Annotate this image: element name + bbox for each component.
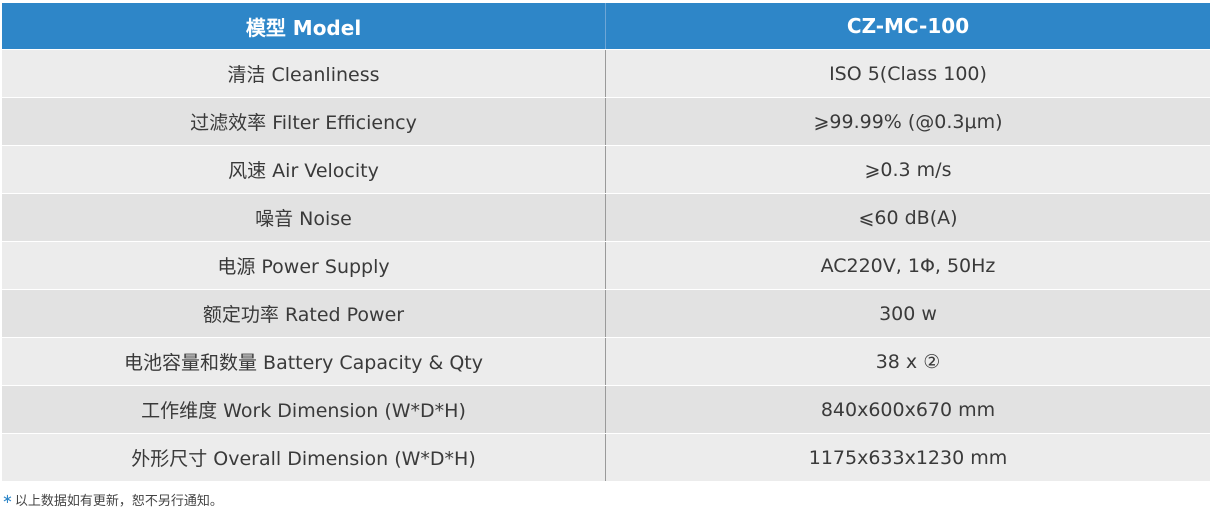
table-row: 电池容量和数量 Battery Capacity & Qty 38 x ②: [2, 337, 1210, 385]
table-row: 过滤效率 Filter Efficiency ⩾99.99% (@0.3μm): [2, 97, 1210, 145]
row-value: 1175x633x1230 mm: [808, 446, 1008, 469]
table-row: 风速 Air Velocity ⩾0.3 m/s: [2, 145, 1210, 193]
row-label: 工作维度 Work Dimension (W*D*H): [2, 386, 606, 433]
row-value: 840x600x670 mm: [820, 398, 996, 421]
row-label: 噪音 Noise: [2, 194, 606, 241]
footnote: ∗ 以上数据如有更新，恕不另行通知。: [2, 490, 223, 509]
table-header-row: 模型 Model CZ-MC-100: [2, 3, 1210, 49]
row-label: 电源 Power Supply: [2, 242, 606, 289]
table-row: 噪音 Noise ⩽60 dB(A): [2, 193, 1210, 241]
row-value: AC220V, 1Φ, 50Hz: [820, 254, 996, 277]
asterisk-icon: ∗: [2, 492, 13, 507]
row-label: 风速 Air Velocity: [2, 146, 606, 193]
footnote-text: 以上数据如有更新，恕不另行通知。: [14, 494, 223, 509]
row-value: ISO 5(Class 100): [829, 62, 987, 85]
row-value: ⩾0.3 m/s: [864, 158, 952, 181]
header-model-value: CZ-MC-100: [846, 14, 970, 38]
header-model-label: 模型 Model: [2, 3, 606, 49]
table-row: 工作维度 Work Dimension (W*D*H) 840x600x670 …: [2, 385, 1210, 433]
table-row: 电源 Power Supply AC220V, 1Φ, 50Hz: [2, 241, 1210, 289]
row-label: 清洁 Cleanliness: [2, 50, 606, 97]
row-label: 外形尺寸 Overall Dimension (W*D*H): [2, 434, 606, 481]
row-label: 电池容量和数量 Battery Capacity & Qty: [2, 338, 606, 385]
table-row: 清洁 Cleanliness ISO 5(Class 100): [2, 49, 1210, 97]
row-label: 过滤效率 Filter Efficiency: [2, 98, 606, 145]
table-row: 外形尺寸 Overall Dimension (W*D*H) 1175x633x…: [2, 433, 1210, 481]
table-row: 额定功率 Rated Power 300 w: [2, 289, 1210, 337]
row-value: 38 x ②: [875, 350, 941, 373]
row-value: ⩽60 dB(A): [858, 206, 958, 229]
row-value: 300 w: [879, 302, 937, 325]
row-label: 额定功率 Rated Power: [2, 290, 606, 337]
row-value: ⩾99.99% (@0.3μm): [813, 110, 1003, 133]
spec-table: 模型 Model CZ-MC-100 清洁 Cleanliness ISO 5(…: [2, 3, 1210, 481]
